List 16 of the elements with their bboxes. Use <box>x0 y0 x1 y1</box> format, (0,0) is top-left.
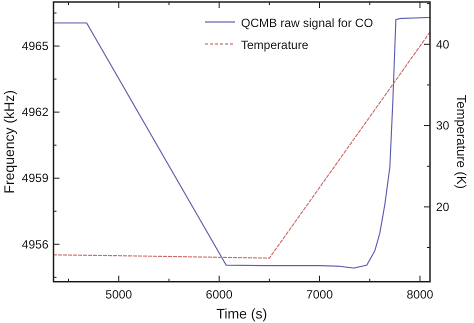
y-tick-label: 4956 <box>22 237 49 252</box>
y2-tick-label: 40 <box>436 37 450 52</box>
y-tick-label: 4965 <box>22 39 49 54</box>
x-tick-label: 6000 <box>206 288 233 302</box>
y2-tick-label: 30 <box>436 118 450 133</box>
y-axis-title: Frequency (kHz) <box>1 90 17 194</box>
legend-label: Temperature <box>241 38 309 52</box>
x-tick-label: 5000 <box>105 288 132 302</box>
x-tick-label: 8000 <box>406 288 434 302</box>
x-axis-title: Time (s) <box>216 306 268 322</box>
y-tick-label: 4962 <box>22 105 49 120</box>
x-tick-label: 7000 <box>306 288 334 302</box>
y2-tick-label: 20 <box>436 200 450 214</box>
y2-axis-title: Temperature (K) <box>454 94 469 189</box>
legend-label: QCMB raw signal for CO <box>241 16 374 30</box>
y-tick-label: 4959 <box>22 171 49 186</box>
